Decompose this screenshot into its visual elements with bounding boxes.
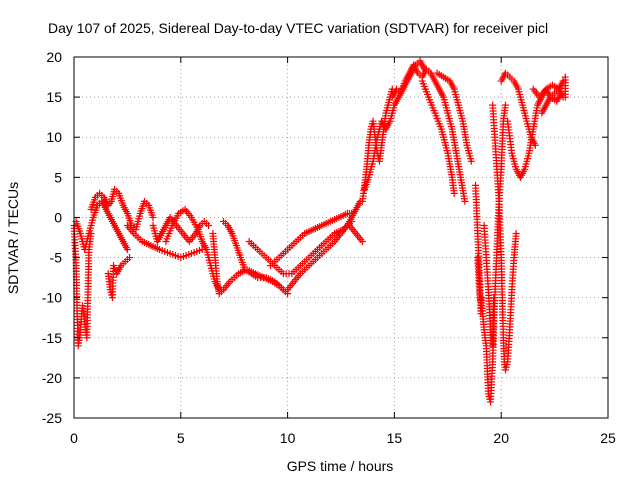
plot-frame [73, 56, 609, 419]
chart-title: Day 107 of 2025, Sidereal Day-to-day VTE… [48, 20, 548, 36]
data-point [490, 294, 498, 302]
x-tick-label: 20 [493, 430, 509, 446]
data-point [561, 73, 569, 81]
data-point [501, 101, 509, 109]
x-tick-labels: 0 5 10 15 20 25 [70, 430, 616, 446]
data-point [461, 197, 469, 205]
y-tick-label: 20 [46, 49, 62, 65]
x-tick-label: 25 [600, 430, 616, 446]
y-tick-label: -20 [42, 370, 62, 386]
y-tick-label: 10 [46, 129, 62, 145]
x-tick-label: 10 [280, 430, 296, 446]
y-tick-label: 0 [54, 209, 62, 225]
y-tick-labels: 20 15 10 5 0 -5 -10 -15 -20 -25 [42, 49, 62, 426]
y-tick-label: -25 [42, 410, 62, 426]
data-point [205, 221, 213, 229]
data-point [126, 254, 134, 262]
data-point [467, 157, 475, 165]
x-axis-label: GPS time / hours [287, 458, 394, 474]
data-point [358, 238, 366, 246]
axis-ticks [73, 56, 609, 419]
data-point [557, 89, 565, 97]
data-point [512, 229, 520, 237]
y-tick-label: -10 [42, 290, 62, 306]
y-axis-label: SDTVAR / TECUs [5, 182, 21, 294]
x-tick-label: 5 [177, 430, 185, 446]
y-tick-label: -15 [42, 330, 62, 346]
x-tick-label: 15 [387, 430, 403, 446]
data-point [450, 189, 458, 197]
data-markers [70, 57, 569, 406]
y-tick-label: 5 [54, 169, 62, 185]
data-point [123, 246, 131, 254]
y-tick-label: -5 [50, 250, 63, 266]
y-tick-label: 15 [46, 89, 62, 105]
data-point [149, 213, 157, 221]
x-tick-label: 0 [70, 430, 78, 446]
